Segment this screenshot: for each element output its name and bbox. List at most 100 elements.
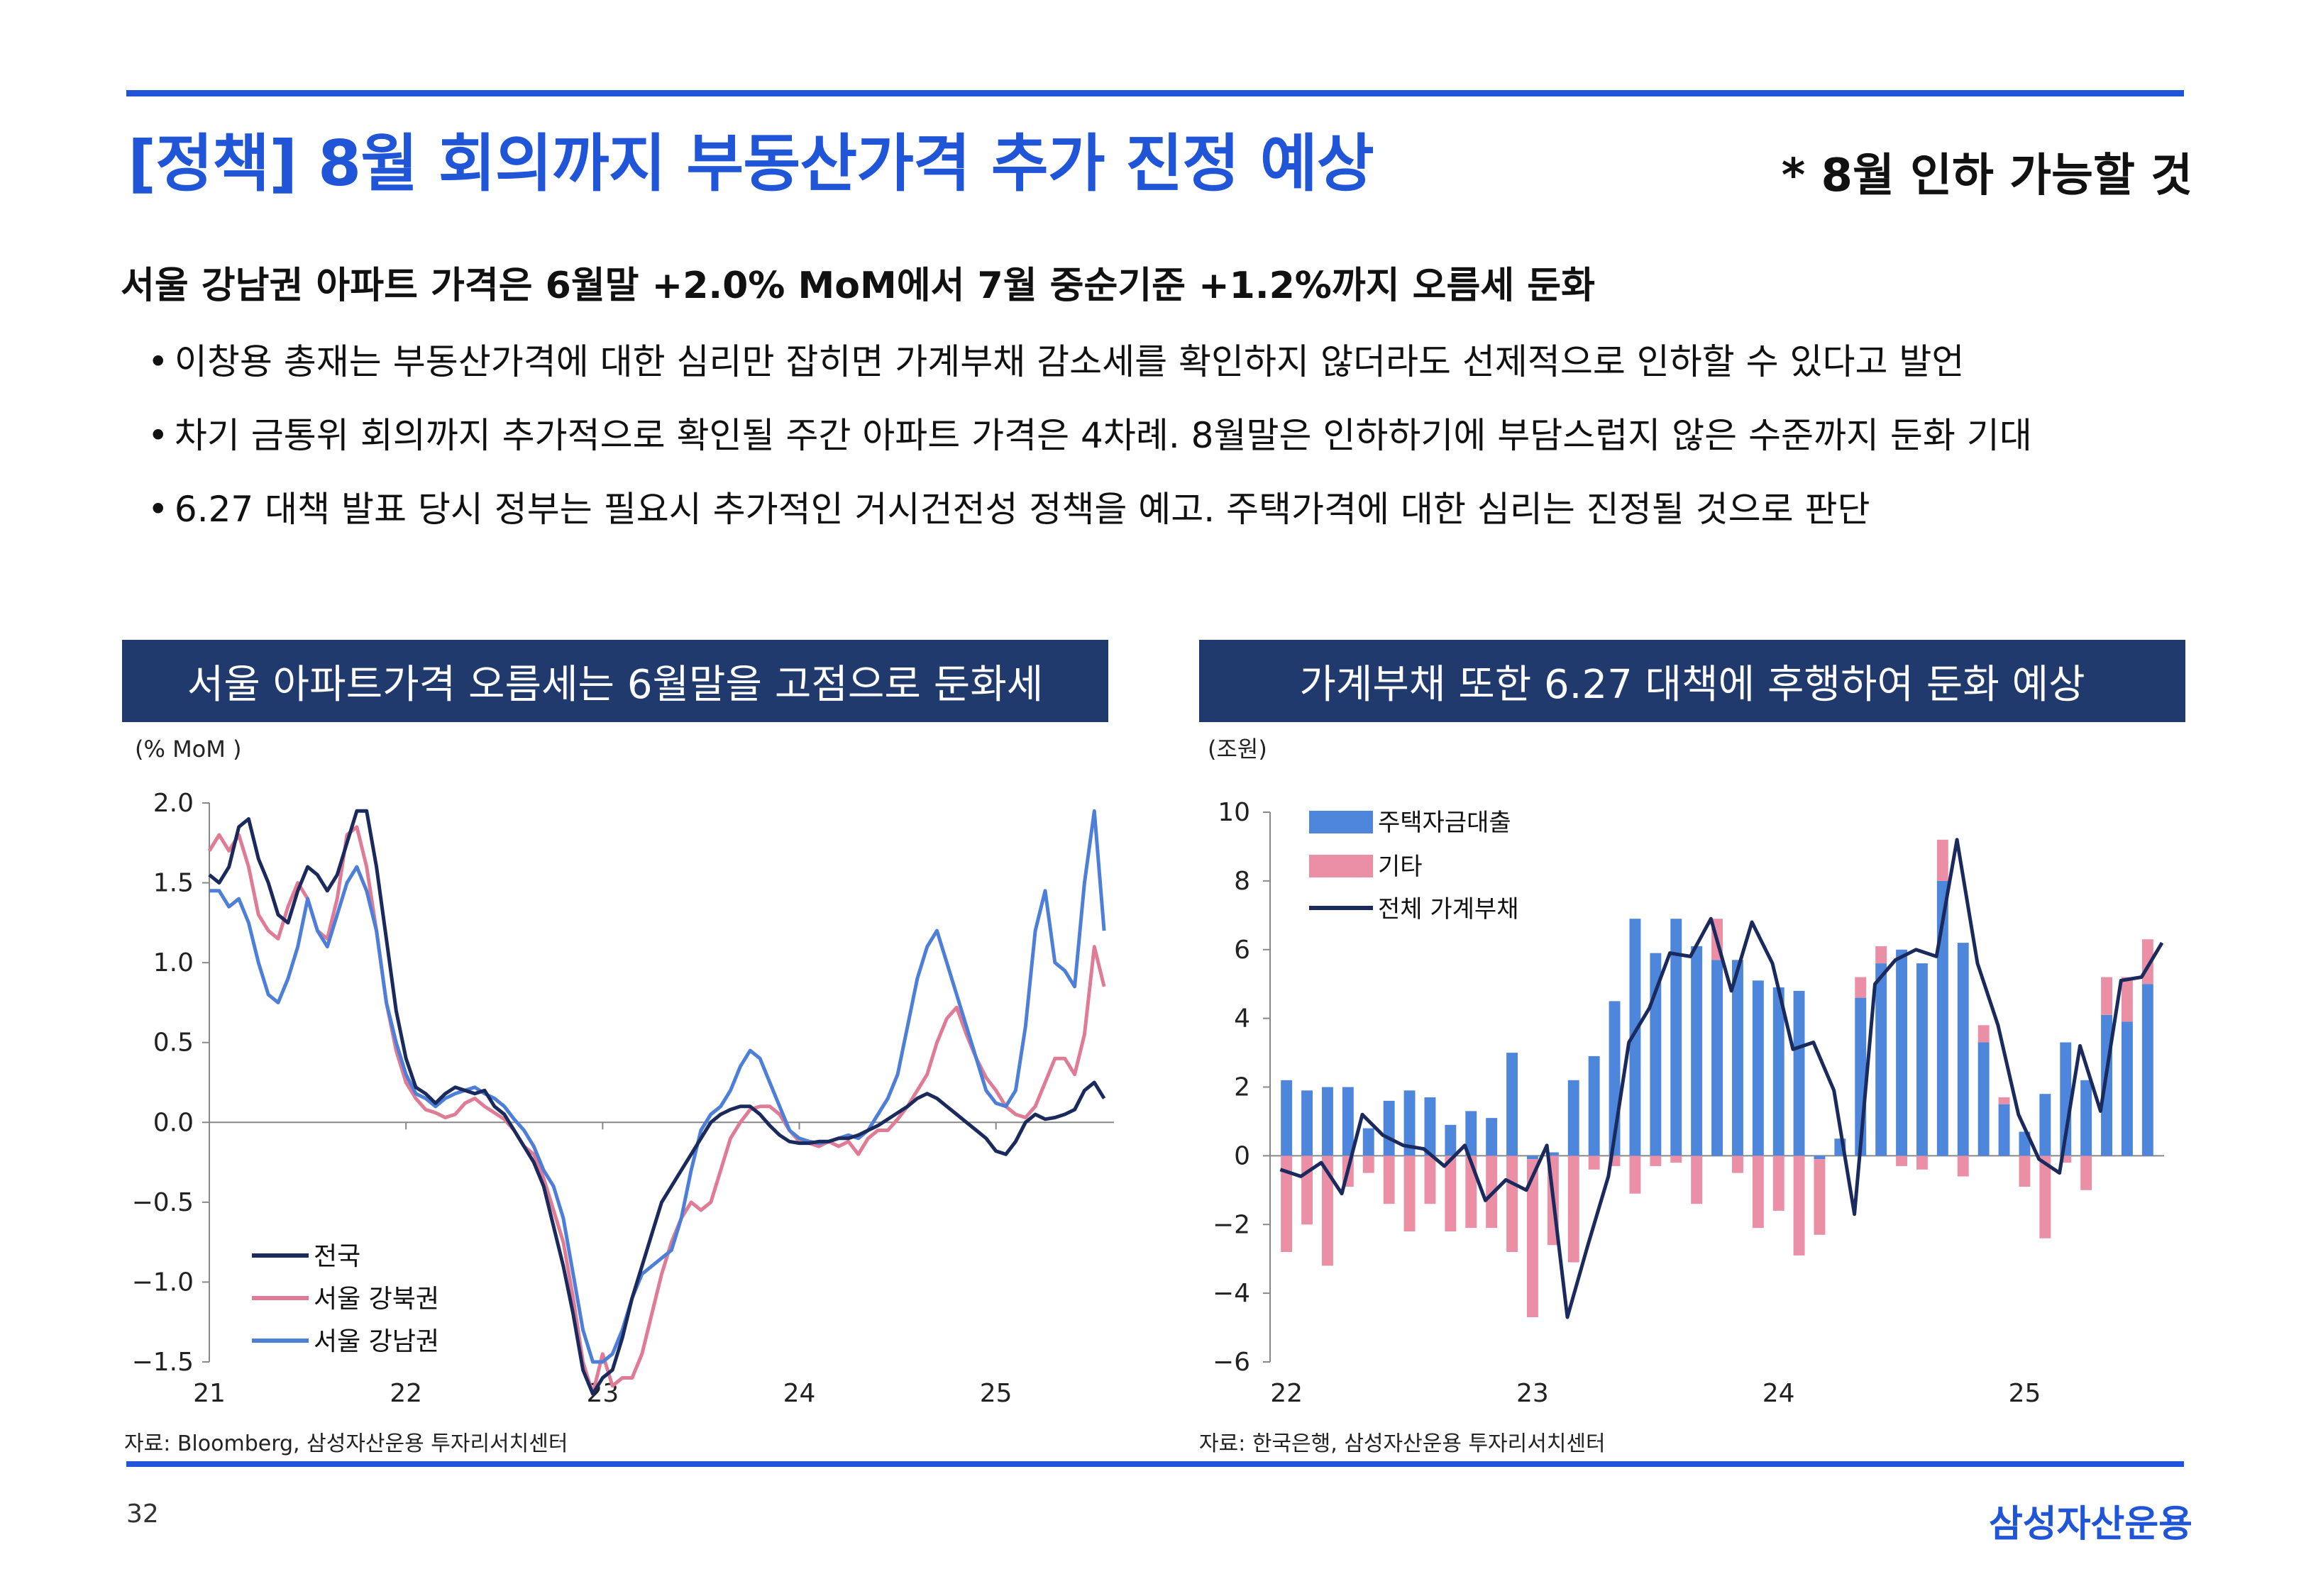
bar-other	[1691, 1156, 1703, 1204]
bullet-dot: •	[148, 489, 169, 530]
bar-mortgage	[2122, 1021, 2133, 1156]
bar-mortgage	[1629, 919, 1641, 1156]
bullet-dot: •	[148, 415, 169, 456]
bar-other	[1445, 1156, 1457, 1231]
bar-mortgage	[1383, 1100, 1395, 1156]
bar-mortgage	[1772, 987, 1784, 1156]
bar-mortgage	[1547, 1152, 1559, 1156]
bar-mortgage	[1342, 1087, 1354, 1156]
y-tick-label: 4	[1234, 1004, 1250, 1033]
y-tick-label: −4	[1213, 1279, 1250, 1308]
bar-other	[1424, 1156, 1436, 1204]
y-tick-label: −6	[1213, 1348, 1250, 1377]
bar-other	[1629, 1156, 1641, 1194]
bar-other	[1588, 1156, 1600, 1170]
x-tick-label: 24	[1762, 1379, 1795, 1408]
y-tick-label: 1.0	[153, 948, 194, 977]
y-tick-label: 2	[1234, 1073, 1250, 1102]
legend-label: 서울 강남권	[314, 1327, 439, 1356]
bar-other	[1567, 1156, 1579, 1263]
bottom-rule	[126, 1461, 2184, 1467]
bar-mortgage	[1998, 1104, 2010, 1156]
bullet-item: • 이창용 총재는 부동산가격에 대한 심리만 잡히면 가계부채 감소세를 확인…	[148, 333, 1964, 384]
bar-mortgage	[1814, 1156, 1826, 1160]
x-tick-label: 22	[390, 1379, 422, 1408]
bar-other	[1383, 1156, 1395, 1204]
legend-swatch	[1309, 811, 1373, 833]
left-chart-source: 자료: Bloomberg, 삼성자산운용 투자리서치센터	[124, 1431, 568, 1456]
bullet-item: • 6.27 대책 발표 당시 정부는 필요시 추가적인 거시건전성 정책을 예…	[148, 481, 1870, 532]
bar-mortgage	[1957, 943, 1969, 1156]
bar-other	[2019, 1156, 2031, 1187]
x-tick-label: 22	[1270, 1379, 1303, 1408]
bar-mortgage	[1977, 1042, 1990, 1156]
bar-other	[1875, 946, 1887, 964]
x-tick-label: 24	[783, 1379, 816, 1408]
y-tick-label: 0	[1234, 1141, 1250, 1170]
bar-other	[1670, 1156, 1682, 1163]
bar-mortgage	[1588, 1055, 1600, 1156]
bar-other	[1957, 1156, 1969, 1177]
bar-other	[2080, 1156, 2092, 1190]
bar-other	[1772, 1156, 1784, 1211]
bar-mortgage	[1793, 990, 1805, 1156]
right-chart-heading: 가계부채 또한 6.27 대책에 후행하여 둔화 예상	[1199, 640, 2185, 722]
bar-mortgage	[1403, 1090, 1416, 1156]
top-rule	[126, 90, 2184, 96]
y-tick-label: −2	[1213, 1210, 1250, 1239]
y-tick-label: 10	[1218, 798, 1250, 827]
y-tick-label: −1.5	[132, 1348, 194, 1377]
bar-mortgage	[1527, 1156, 1538, 1160]
bar-other	[1896, 1156, 1907, 1166]
page-title: [정책] 8월 회의까지 부동산가격 추가 진정 예상	[128, 127, 1374, 200]
bar-other	[1403, 1156, 1416, 1231]
brand-logo: 삼성자산운용	[1988, 1503, 2192, 1546]
x-tick-label: 21	[193, 1379, 226, 1408]
right-chart-source: 자료: 한국은행, 삼성자산운용 투자리서치센터	[1199, 1431, 1606, 1456]
bar-mortgage	[1362, 1128, 1374, 1156]
y-tick-label: 0.5	[153, 1029, 194, 1058]
y-tick-label: 2.0	[153, 789, 194, 818]
bar-other	[1322, 1156, 1333, 1266]
bar-mortgage	[1875, 963, 1887, 1156]
bar-other	[1362, 1156, 1374, 1173]
y-tick-label: 6	[1234, 936, 1250, 965]
bullet-dot: •	[148, 341, 169, 382]
left-chart-heading: 서울 아파트가격 오름세는 6월말을 고점으로 둔화세	[122, 640, 1108, 722]
y-tick-label: −1.0	[132, 1268, 194, 1297]
bar-mortgage	[1567, 1080, 1579, 1156]
bar-other	[1916, 1156, 1928, 1170]
bar-mortgage	[1936, 880, 1948, 1156]
bar-mortgage	[2141, 984, 2153, 1156]
bar-mortgage	[1732, 960, 1743, 1156]
page-number: 32	[126, 1500, 159, 1529]
bar-other	[1281, 1156, 1293, 1252]
bar-other	[1301, 1156, 1313, 1225]
bar-other	[1936, 839, 1948, 881]
bar-other	[1752, 1156, 1764, 1229]
bar-other	[2039, 1156, 2051, 1238]
x-tick-label: 25	[980, 1379, 1013, 1408]
bar-other	[1527, 1159, 1538, 1317]
legend-label: 주택자금대출	[1378, 809, 1511, 837]
bar-mortgage	[1486, 1118, 1498, 1156]
bullet-item: • 차기 금통위 회의까지 추가적으로 확인될 주간 아파트 가격은 4차례. …	[148, 407, 2032, 458]
bar-mortgage	[1711, 960, 1723, 1156]
bullet-text: 차기 금통위 회의까지 추가적으로 확인될 주간 아파트 가격은 4차례. 8월…	[174, 415, 2032, 456]
y-tick-label: 1.5	[153, 869, 194, 898]
bar-mortgage	[1322, 1087, 1333, 1156]
legend-swatch	[1309, 855, 1373, 877]
legend-label: 전체 가계부채	[1378, 895, 1519, 924]
y-axis-unit: (조원)	[1208, 736, 1267, 763]
bar-other	[1650, 1156, 1662, 1166]
bar-mortgage	[2080, 1080, 2092, 1156]
bar-mortgage	[1424, 1097, 1436, 1156]
bar-mortgage	[1465, 1111, 1477, 1156]
bullet-text: 6.27 대책 발표 당시 정부는 필요시 추가적인 거시건전성 정책을 예고.…	[174, 489, 1870, 530]
series-line	[208, 809, 1106, 1396]
bar-mortgage	[1281, 1080, 1293, 1156]
bar-other	[1506, 1156, 1518, 1252]
bar-mortgage	[1445, 1124, 1457, 1156]
y-tick-label: 0.0	[153, 1108, 194, 1137]
